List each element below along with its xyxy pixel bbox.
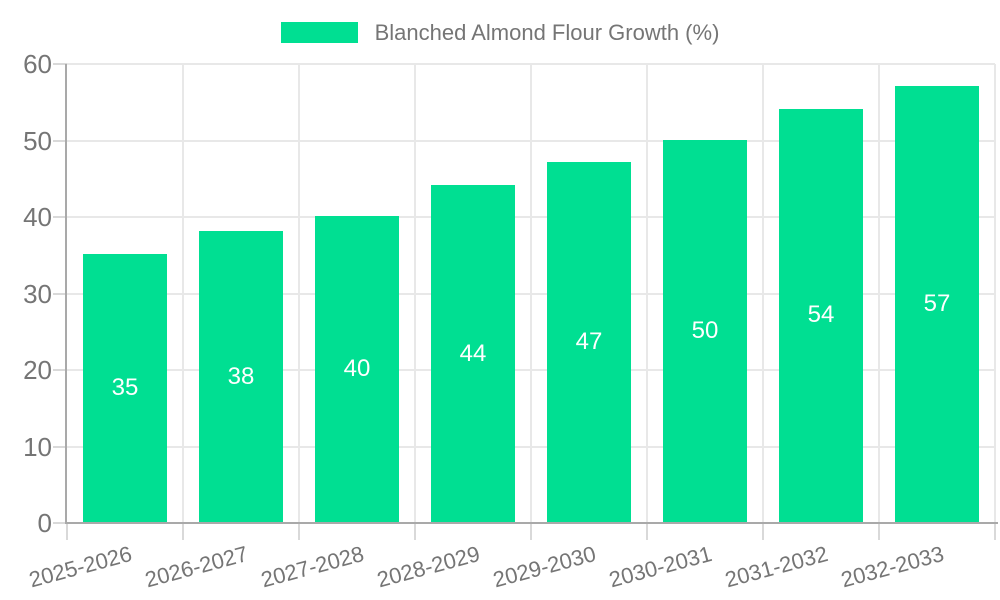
x-gridline — [530, 64, 532, 523]
y-axis-tick — [53, 63, 67, 65]
y-axis-tick-label: 60 — [23, 49, 52, 79]
y-axis-tick-label: 50 — [23, 126, 52, 156]
x-gridline — [878, 64, 880, 523]
bar[interactable] — [315, 216, 399, 522]
x-gridline — [414, 64, 416, 523]
x-gridline — [762, 64, 764, 523]
bar[interactable] — [663, 140, 747, 523]
x-axis-tick — [878, 524, 880, 540]
y-axis-tick — [53, 369, 67, 371]
x-gridline — [298, 64, 300, 523]
y-axis-tick-label: 40 — [23, 202, 52, 232]
x-gridline — [646, 64, 648, 523]
y-axis-tick-label: 20 — [23, 355, 52, 385]
y-axis-tick — [53, 293, 67, 295]
y-axis-tick-label: 10 — [23, 432, 52, 462]
x-axis-tick — [646, 524, 648, 540]
y-axis-tick — [53, 522, 67, 524]
x-axis-tick — [298, 524, 300, 540]
legend-label: Blanched Almond Flour Growth (%) — [374, 20, 720, 45]
bar[interactable] — [895, 86, 979, 522]
y-axis-tick — [53, 446, 67, 448]
bar[interactable] — [431, 185, 515, 522]
x-gridline — [994, 64, 996, 523]
legend-item[interactable]: Blanched Almond Flour Growth (%) — [0, 21, 1000, 44]
x-axis-tick — [182, 524, 184, 540]
x-axis-line — [65, 522, 998, 524]
bar[interactable] — [547, 162, 631, 522]
x-axis-tick — [530, 524, 532, 540]
x-axis-tick — [414, 524, 416, 540]
y-axis-line — [65, 64, 67, 524]
legend-swatch — [280, 22, 358, 43]
bar[interactable] — [779, 109, 863, 522]
x-axis-tick — [66, 524, 68, 540]
y-axis-tick — [53, 216, 67, 218]
bar[interactable] — [199, 231, 283, 522]
bar[interactable] — [83, 254, 167, 522]
y-axis-tick-label: 0 — [37, 508, 52, 538]
x-axis-tick — [762, 524, 764, 540]
y-axis-tick-label: 30 — [23, 279, 52, 309]
x-gridline — [182, 64, 184, 523]
x-axis-tick — [994, 524, 996, 540]
y-axis-tick — [53, 140, 67, 142]
